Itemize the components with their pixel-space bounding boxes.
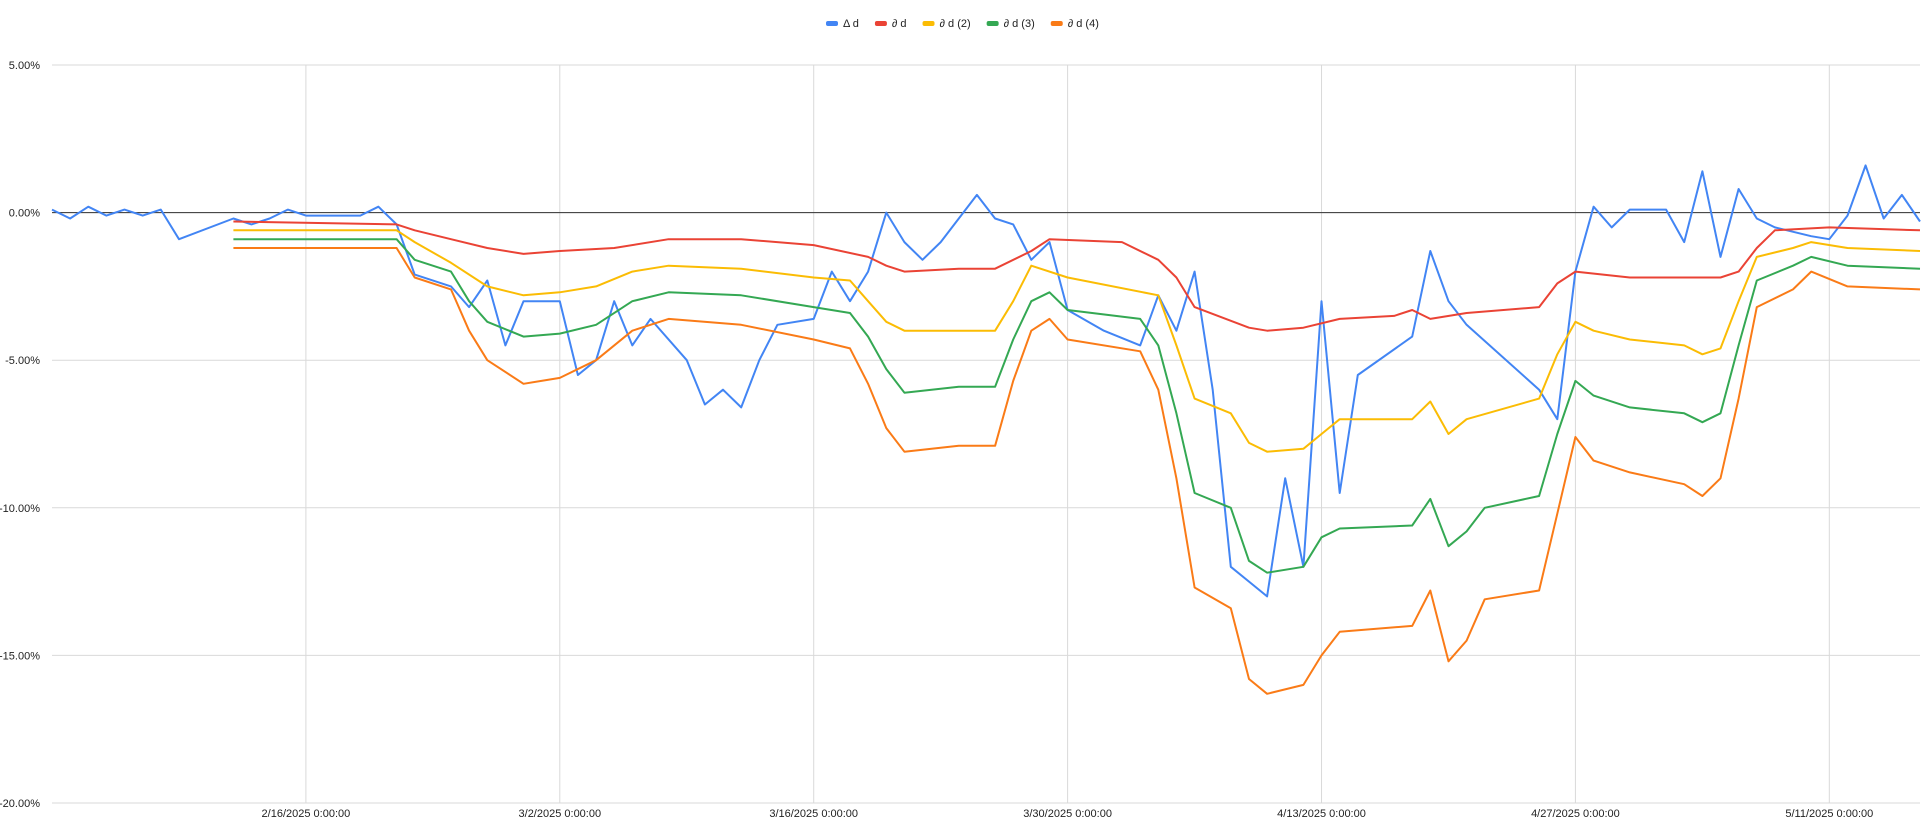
legend-swatch — [826, 21, 838, 26]
legend-swatch — [922, 21, 935, 26]
series-line-3 — [233, 229, 1921, 453]
legend-item: Δ d — [826, 18, 859, 30]
x-tick-label: 4/13/2025 0:00:00 — [1277, 808, 1366, 820]
y-tick-label: -10.00% — [0, 503, 40, 515]
legend-item: ∂ d (2) — [922, 18, 971, 30]
y-tick-label: -5.00% — [5, 355, 40, 367]
legend-label: ∂ d (3) — [1004, 18, 1035, 30]
x-tick-label: 3/16/2025 0:00:00 — [769, 808, 858, 820]
y-axis: 5.00% 0.00% -5.00% -10.00% -15.00% -20.00% — [0, 60, 40, 810]
legend-label: Δ d — [843, 18, 859, 30]
legend-item: ∂ d (4) — [1050, 18, 1099, 30]
legend-swatch — [986, 21, 999, 26]
x-tick-label: 5/11/2025 0:00:00 — [1785, 808, 1873, 820]
x-tick-label: 2/16/2025 0:00:00 — [262, 808, 351, 820]
x-tick-label: 3/30/2025 0:00:00 — [1023, 808, 1112, 820]
series-line-5 — [233, 247, 1921, 695]
legend-label: ∂ d (4) — [1068, 18, 1099, 30]
legend-item: ∂ d (3) — [986, 18, 1035, 30]
y-tick-label: -15.00% — [0, 650, 40, 662]
series-line-4 — [233, 238, 1921, 574]
legend-swatch — [874, 21, 887, 26]
legend-item: ∂ d — [874, 18, 907, 30]
x-tick-label: 4/27/2025 0:00:00 — [1531, 808, 1620, 820]
legend-label: ∂ d (2) — [940, 18, 971, 30]
y-tick-label: 5.00% — [9, 60, 40, 72]
legend-label: ∂ d — [892, 18, 907, 30]
legend-swatch — [1050, 21, 1063, 26]
y-tick-label: 0.00% — [9, 208, 40, 220]
x-axis: 2/16/2025 0:00:00 3/2/2025 0:00:00 3/16/20… — [262, 808, 1874, 820]
y-tick-label: -20.00% — [0, 798, 40, 810]
series-lines — [51, 164, 1921, 695]
chart-grid — [52, 64, 1920, 804]
x-tick-label: 3/2/2025 0:00:00 — [519, 808, 602, 820]
legend: Δ d ∂ d ∂ d (2) ∂ d (3) ∂ d (4) — [826, 18, 1099, 30]
series-line-1 — [51, 164, 1921, 598]
series-line-2 — [233, 220, 1921, 332]
